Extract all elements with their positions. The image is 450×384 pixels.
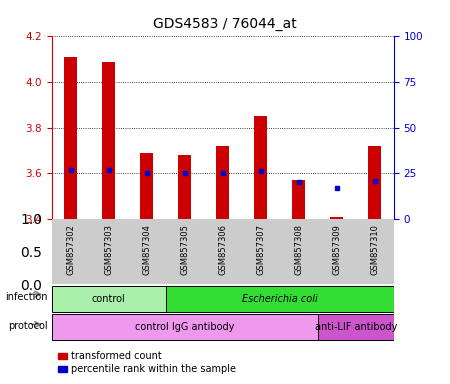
Text: GSM857308: GSM857308 — [294, 224, 303, 275]
Bar — [52, 286, 166, 311]
Text: infection: infection — [5, 292, 47, 302]
Bar — [140, 153, 153, 219]
Bar — [318, 314, 394, 340]
Text: GSM857302: GSM857302 — [66, 224, 75, 275]
Text: GSM857306: GSM857306 — [218, 224, 227, 275]
Text: anti-LIF antibody: anti-LIF antibody — [315, 322, 397, 333]
Text: GSM857309: GSM857309 — [332, 224, 341, 275]
Text: GSM857310: GSM857310 — [370, 224, 379, 275]
Bar — [368, 146, 382, 219]
Text: control IgG antibody: control IgG antibody — [135, 322, 234, 333]
Bar — [166, 286, 394, 311]
Text: Escherichia coli: Escherichia coli — [242, 293, 318, 304]
Text: protocol: protocol — [8, 321, 47, 331]
Text: GSM857307: GSM857307 — [256, 224, 265, 275]
Bar — [178, 155, 191, 219]
Bar — [292, 180, 306, 219]
Bar — [330, 217, 343, 219]
Text: GSM857305: GSM857305 — [180, 224, 189, 275]
Bar — [254, 116, 267, 219]
Legend: transformed count, percentile rank within the sample: transformed count, percentile rank withi… — [57, 351, 237, 375]
Bar — [102, 61, 115, 219]
Text: GSM857303: GSM857303 — [104, 224, 113, 275]
Text: GSM857304: GSM857304 — [142, 224, 151, 275]
Bar — [64, 57, 77, 219]
Text: control: control — [92, 293, 126, 304]
Bar — [216, 146, 230, 219]
Text: GDS4583 / 76044_at: GDS4583 / 76044_at — [153, 17, 297, 31]
Bar — [52, 314, 318, 340]
